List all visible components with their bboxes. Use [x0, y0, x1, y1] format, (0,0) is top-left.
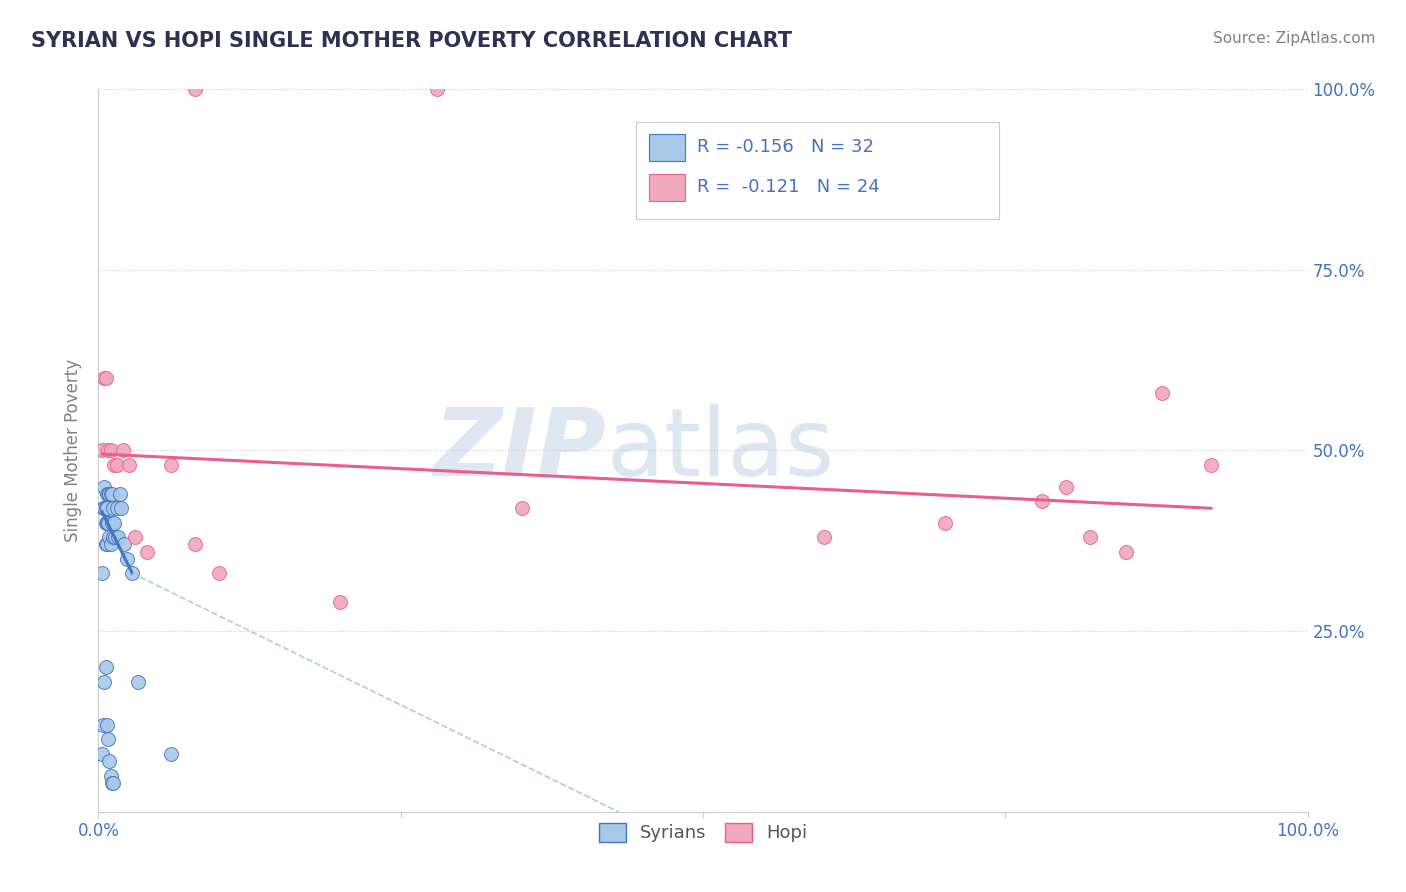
Point [111, 443, 134, 458]
Point [100, 487, 122, 501]
Point [510, 501, 533, 516]
FancyBboxPatch shape [648, 134, 685, 161]
Point [98, 754, 121, 768]
Text: ZIP: ZIP [433, 404, 606, 497]
Point [184, 82, 207, 96]
Point [208, 566, 231, 581]
Text: R =  -0.121   N = 24: R = -0.121 N = 24 [697, 178, 880, 195]
Text: R = -0.156   N = 32: R = -0.156 N = 32 [697, 138, 875, 156]
Point [91, 566, 114, 581]
Point [117, 551, 139, 566]
Point [100, 443, 122, 458]
Point [108, 487, 131, 501]
Point [100, 769, 122, 783]
Point [94, 501, 117, 516]
Point [1115, 544, 1137, 558]
Text: SYRIAN VS HOPI SINGLE MOTHER POVERTY CORRELATION CHART: SYRIAN VS HOPI SINGLE MOTHER POVERTY COR… [31, 31, 792, 51]
Point [329, 595, 352, 609]
Bar [637, 121, 1000, 219]
Point [96, 501, 118, 516]
Y-axis label: Single Mother Poverty: Single Mother Poverty [65, 359, 83, 542]
Point [94, 516, 117, 530]
Point [1078, 530, 1101, 544]
Point [96, 718, 118, 732]
Point [1152, 385, 1174, 400]
Point [813, 530, 835, 544]
Point [100, 537, 122, 551]
Point [100, 776, 122, 790]
Point [93, 674, 115, 689]
Point [96, 516, 118, 530]
Point [426, 82, 449, 96]
Point [105, 501, 128, 516]
Point [103, 458, 125, 472]
Point [97, 516, 120, 530]
Point [94, 371, 117, 385]
Point [100, 516, 122, 530]
Point [93, 501, 115, 516]
Point [118, 458, 141, 472]
Point [98, 487, 121, 501]
Point [93, 480, 115, 494]
Point [105, 458, 128, 472]
Legend: Syrians, Hopi: Syrians, Hopi [592, 816, 814, 850]
Point [110, 501, 132, 516]
Point [1054, 480, 1077, 494]
Point [104, 530, 127, 544]
Point [100, 487, 122, 501]
Point [91, 747, 114, 761]
Point [160, 747, 183, 761]
Point [112, 537, 135, 551]
Point [1199, 458, 1222, 472]
Text: Source: ZipAtlas.com: Source: ZipAtlas.com [1212, 31, 1375, 46]
Point [101, 776, 124, 790]
Point [135, 544, 157, 558]
Point [124, 530, 146, 544]
Text: atlas: atlas [606, 404, 835, 497]
Point [96, 487, 118, 501]
Point [1031, 494, 1053, 508]
Point [97, 443, 120, 458]
Point [94, 537, 117, 551]
Point [96, 537, 118, 551]
Point [91, 443, 114, 458]
Point [91, 501, 114, 516]
Point [98, 530, 121, 544]
Point [97, 487, 120, 501]
Point [94, 660, 117, 674]
Point [107, 530, 129, 544]
Point [97, 732, 120, 747]
Point [934, 516, 956, 530]
Point [91, 718, 114, 732]
Point [184, 537, 207, 551]
Point [160, 458, 183, 472]
Point [101, 530, 124, 544]
Point [103, 516, 125, 530]
Point [121, 566, 143, 581]
Point [93, 371, 115, 385]
Point [101, 501, 124, 516]
Point [127, 674, 149, 689]
FancyBboxPatch shape [648, 174, 685, 202]
